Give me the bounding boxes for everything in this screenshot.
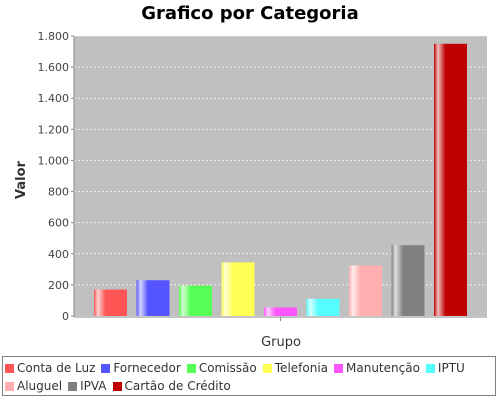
legend-label: Manutenção: [346, 361, 420, 375]
legend-item: Telefonia: [262, 359, 329, 377]
legend-swatch: [5, 381, 14, 391]
y-tick-label: 0: [62, 310, 69, 323]
legend-label: Telefonia: [274, 361, 329, 375]
axes: 0 200 400 600 800 1.000 1.200 1.400 1.600 1.800: [38, 30, 487, 323]
y-tick-label: 1.800: [38, 30, 70, 43]
legend-item: Conta de Luz: [5, 359, 95, 377]
bar-telefonia: [221, 262, 255, 316]
legend-swatch: [68, 381, 78, 391]
legend-item: IPTU: [425, 359, 465, 377]
legend-label: Comissão: [198, 361, 257, 375]
y-tick-label: 1.200: [38, 123, 70, 136]
bar-manutencao: [264, 307, 297, 316]
y-tick-label: 400: [48, 248, 69, 261]
legend-swatch: [112, 381, 122, 391]
legend-swatch: [186, 363, 196, 373]
legend-item: Aluguel: [5, 377, 62, 395]
bar-fornecedor: [136, 280, 170, 316]
legend-label: IPVA: [80, 379, 107, 393]
bar-aluguel: [349, 265, 382, 316]
legend: Conta de Luz Fornecedor Comissão Telefonia M…: [2, 356, 496, 396]
y-tick-label: 1.600: [38, 61, 70, 74]
bar-cartao-de-credito: [434, 43, 467, 317]
legend-swatch: [334, 363, 344, 373]
legend-swatch: [5, 363, 14, 373]
legend-item: IPVA: [68, 377, 107, 395]
y-tick-label: 1.000: [38, 154, 70, 167]
legend-swatch: [262, 363, 272, 373]
legend-item: Cartão de Crédito: [112, 377, 231, 395]
legend-label: IPTU: [437, 361, 465, 375]
legend-label: Fornecedor: [113, 361, 181, 375]
legend-item: Manutenção: [334, 359, 420, 377]
bar-conta-de-luz: [94, 289, 127, 316]
legend-swatch: [425, 363, 435, 373]
plot-background: [74, 36, 487, 316]
legend-item: Fornecedor: [101, 359, 181, 377]
y-tick-label: 1.400: [38, 92, 70, 105]
bar-iptu: [306, 298, 340, 316]
bar-chart: 0 200 400 600 800 1.000 1.200 1.400 1.600 1.800 V…: [14, 30, 487, 350]
chart-title: Grafico por Categoria: [141, 3, 359, 24]
bar-comissao: [179, 285, 212, 316]
bars: [94, 43, 467, 317]
legend-label: Cartão de Crédito: [124, 379, 231, 393]
y-tick-label: 600: [48, 217, 69, 230]
legend-swatch: [101, 363, 111, 373]
legend-label: Conta de Luz: [17, 361, 96, 375]
x-axis-label: Grupo: [261, 335, 301, 350]
legend-label: Aluguel: [17, 379, 63, 393]
legend-item: Comissão: [186, 359, 257, 377]
y-tick-label: 200: [48, 279, 69, 292]
y-axis-label: Valor: [14, 160, 29, 199]
bar-ipva: [391, 245, 425, 316]
y-tick-label: 800: [48, 186, 69, 199]
